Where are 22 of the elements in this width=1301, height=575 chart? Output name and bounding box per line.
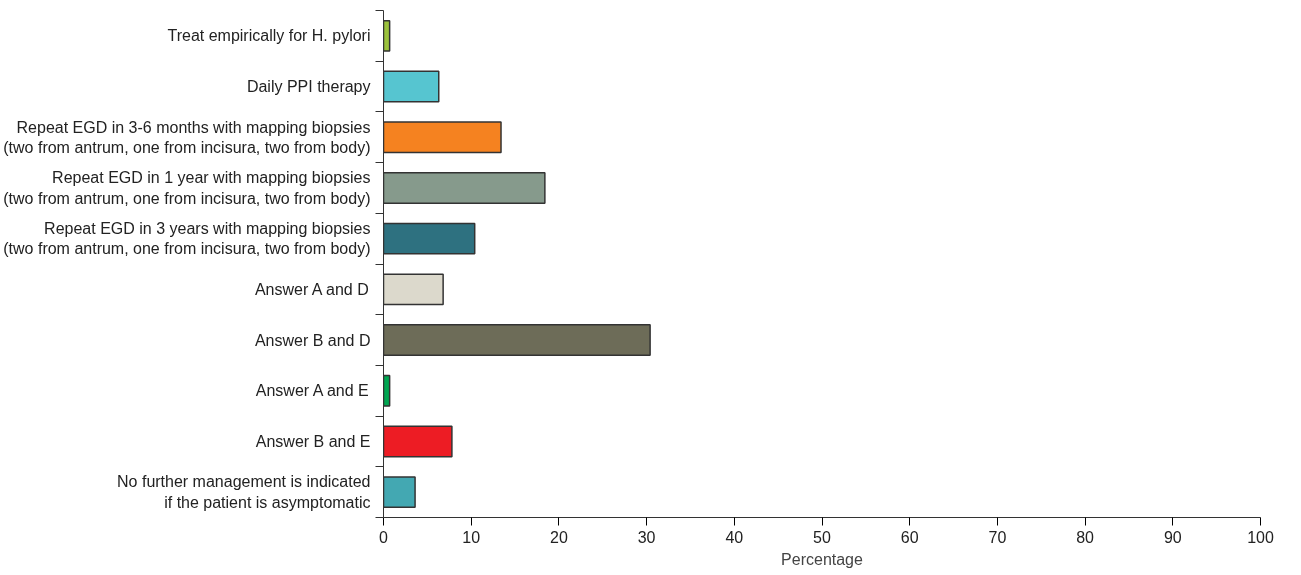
x-tick-label: 40	[725, 528, 744, 546]
x-tick-label: 100	[1247, 528, 1274, 546]
x-tick-label: 90	[1163, 528, 1182, 546]
y-tick-label: No further management is indicated if the patient is asymptomatic	[117, 473, 371, 511]
x-tick-label: 20	[550, 528, 568, 546]
y-tick-label: Answer A and D	[254, 280, 369, 298]
y-tick-label: Answer B and E	[255, 432, 371, 450]
y-tick-label: Treat empirically for H. pylori	[167, 27, 371, 45]
y-tick-label: Repeat EGD in 3-6 months with mapping biopsies (two from antrum, one from incisura, two from body)	[3, 118, 371, 156]
y-tick-label: Answer B and D	[254, 331, 371, 349]
x-tick-label: 30	[637, 528, 656, 546]
y-tick-label: Repeat EGD in 3 years with mapping biopsies (two from antrum, one from incisura, two from body)	[3, 219, 371, 258]
x-tick-label: 70	[988, 528, 1007, 546]
y-tick-label: Repeat EGD in 1 year with mapping biopsies (two from antrum, one from incisura, two from body)	[3, 169, 371, 207]
x-tick-label: 0	[379, 528, 389, 546]
x-tick-label: 60	[900, 528, 919, 546]
y-tick-label: Daily PPI therapy	[246, 78, 371, 96]
x-tick-label: 10	[462, 528, 481, 546]
x-tick-label: 80	[1076, 528, 1095, 546]
y-tick-label: Answer A and E	[255, 382, 369, 400]
x-tick-label: 50	[813, 528, 831, 546]
x-axis-title: Percentage	[781, 550, 864, 568]
